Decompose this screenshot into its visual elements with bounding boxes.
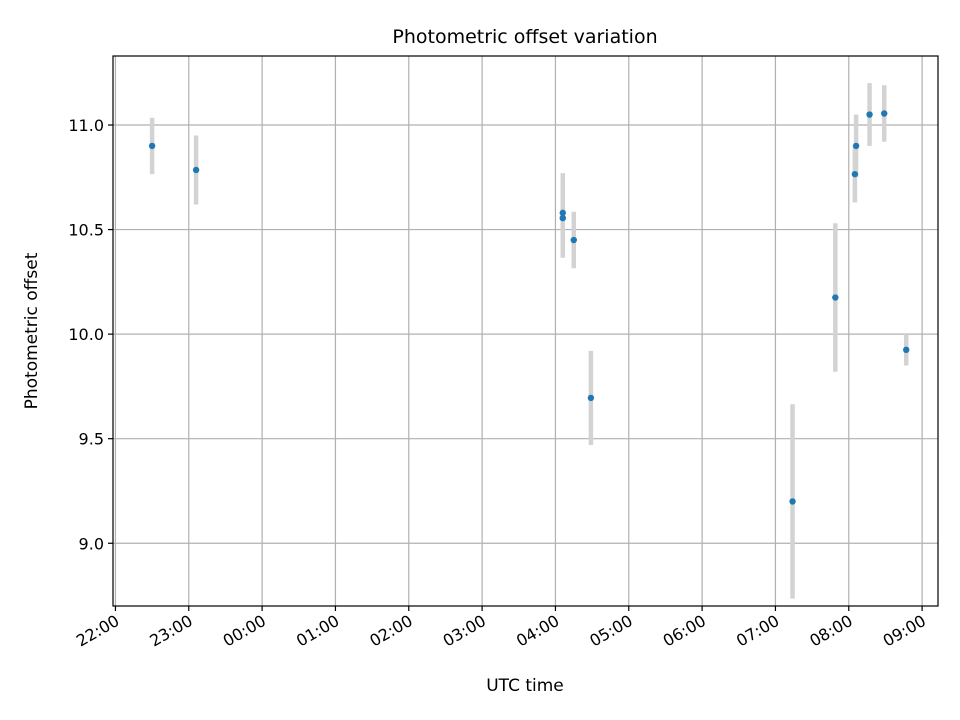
data-point	[570, 236, 577, 244]
x-axis-ticks: 22:00 23:00 00:00 01:00 02:00 03:00 04:00 05:00…	[73, 606, 929, 651]
x-tick-label: 08:00	[806, 611, 855, 651]
chart-title: Photometric offset variation	[392, 26, 657, 48]
x-tick-label: 05:00	[586, 611, 635, 651]
y-tick-label: 11.0	[68, 116, 104, 135]
data-point	[559, 214, 566, 222]
y-tick-label: 10.0	[68, 325, 104, 344]
x-tick-label: 07:00	[733, 611, 782, 651]
x-axis-title: UTC time	[486, 676, 564, 696]
y-axis-ticks: 9.0 9.5 10.0 10.5 11.0	[68, 116, 113, 553]
data-point	[903, 346, 910, 354]
data-point	[881, 110, 888, 117]
y-tick-label: 9.0	[79, 534, 104, 553]
x-tick-label: 00:00	[220, 611, 269, 651]
data-point	[852, 142, 860, 150]
data-point	[866, 111, 873, 118]
data-points	[148, 110, 910, 505]
grid-lines	[113, 56, 938, 606]
data-point	[851, 170, 859, 178]
data-point	[192, 166, 200, 174]
x-tick-label: 22:00	[73, 611, 122, 651]
error-bars	[149, 83, 909, 599]
data-point	[587, 394, 595, 402]
x-tick-label: 03:00	[440, 611, 489, 651]
x-tick-label: 02:00	[366, 611, 415, 651]
data-point	[832, 294, 839, 301]
x-tick-label: 04:00	[513, 611, 562, 651]
x-tick-label: 09:00	[880, 611, 929, 651]
plot-area-frame	[112, 55, 939, 607]
data-point	[559, 209, 566, 217]
x-tick-label: 23:00	[146, 611, 195, 651]
data-point	[148, 142, 156, 150]
x-tick-label: 01:00	[293, 611, 342, 651]
data-point	[789, 498, 796, 505]
y-tick-label: 9.5	[79, 430, 104, 449]
x-tick-label: 06:00	[660, 611, 709, 651]
y-axis-title: Photometric offset	[22, 252, 42, 409]
y-tick-label: 10.5	[68, 221, 104, 240]
